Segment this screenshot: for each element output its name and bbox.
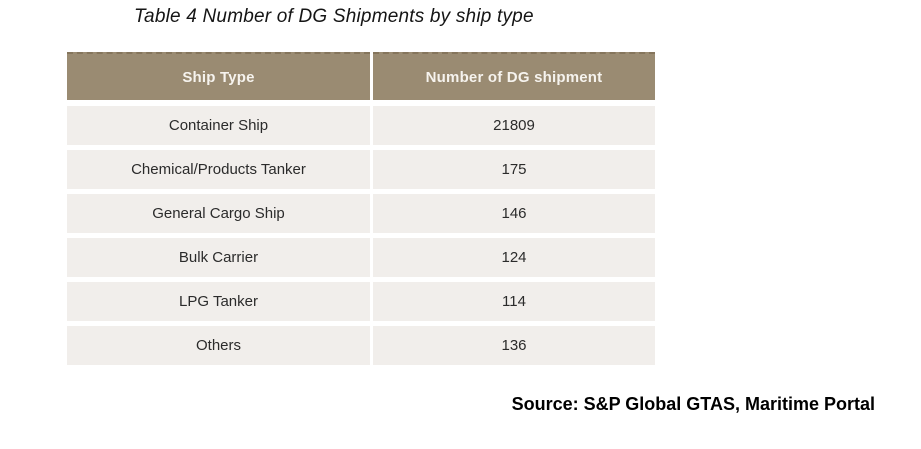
table-header-row: Ship Type Number of DG shipment [67, 52, 655, 100]
ship-type-cell: LPG Tanker [67, 282, 370, 321]
column-header-number-of-dg-shipment: Number of DG shipment [373, 52, 655, 100]
table-row: Chemical/Products Tanker 175 [67, 150, 655, 189]
ship-type-cell: Bulk Carrier [67, 238, 370, 277]
shipment-count-cell: 114 [373, 282, 655, 321]
table-row: Others 136 [67, 326, 655, 365]
source-attribution: Source: S&P Global GTAS, Maritime Portal [511, 394, 875, 414]
shipment-count-cell: 124 [373, 238, 655, 277]
column-header-ship-type: Ship Type [67, 52, 370, 100]
table-title: Table 4 Number of DG Shipments by ship t… [134, 6, 534, 27]
shipment-count-cell: 175 [373, 150, 655, 189]
shipment-count-cell: 136 [373, 326, 655, 365]
table-row: General Cargo Ship 146 [67, 194, 655, 233]
table-row: LPG Tanker 114 [67, 282, 655, 321]
table-row: Bulk Carrier 124 [67, 238, 655, 277]
shipment-count-cell: 146 [373, 194, 655, 233]
table-row: Container Ship 21809 [67, 106, 655, 145]
shipment-count-cell: 21809 [373, 106, 655, 145]
ship-type-cell: Container Ship [67, 106, 370, 145]
dg-shipments-table: Ship Type Number of DG shipment Containe… [67, 52, 655, 365]
ship-type-cell: General Cargo Ship [67, 194, 370, 233]
ship-type-cell: Others [67, 326, 370, 365]
ship-type-cell: Chemical/Products Tanker [67, 150, 370, 189]
